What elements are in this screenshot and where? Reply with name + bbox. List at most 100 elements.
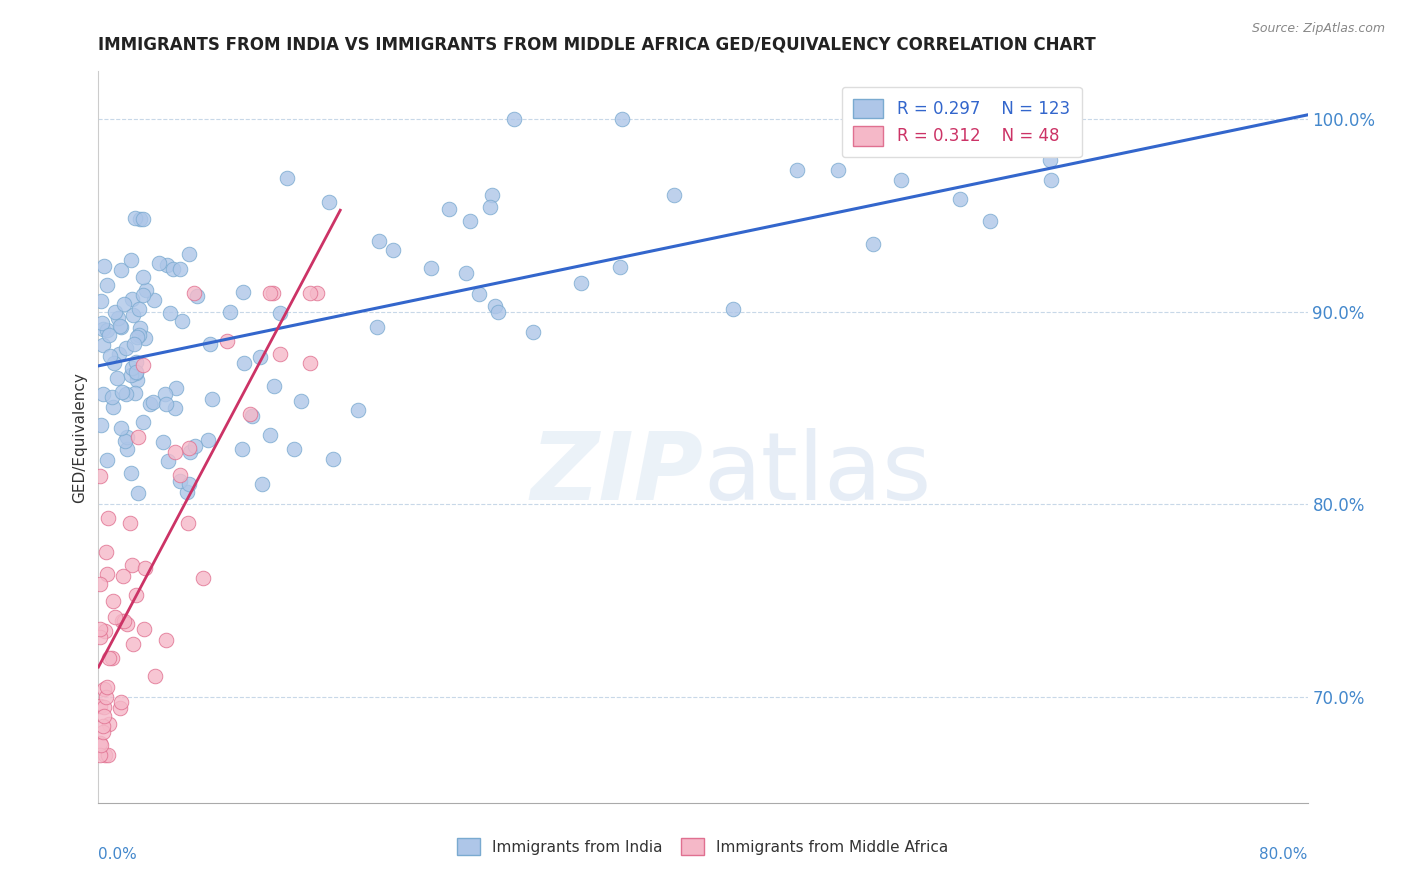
Point (610, 112, 633, 127)
Point (93, 709, 115, 723)
Point (125, 373, 148, 387)
Point (103, 356, 125, 370)
Point (979, 214, 1001, 228)
Point (419, 261, 441, 276)
Point (569, 277, 592, 291)
Point (152, 435, 174, 450)
Point (89, 699, 111, 714)
Point (125, 588, 148, 602)
Point (240, 409, 263, 423)
Point (165, 401, 187, 415)
Point (156, 454, 179, 468)
Point (169, 262, 191, 277)
Point (723, 301, 745, 316)
Point (91, 338, 114, 352)
Point (276, 170, 298, 185)
Point (503, 112, 526, 127)
Point (94, 624, 117, 639)
Point (382, 243, 405, 257)
Point (110, 695, 132, 709)
Point (162, 262, 184, 277)
Point (121, 361, 143, 376)
Point (117, 442, 139, 456)
Point (949, 192, 972, 206)
Point (124, 336, 146, 351)
Point (169, 467, 191, 482)
Point (186, 289, 208, 303)
Point (179, 445, 201, 459)
Point (132, 211, 155, 226)
Point (132, 269, 155, 284)
Point (121, 637, 143, 651)
Point (862, 236, 884, 251)
Point (148, 256, 170, 270)
Point (366, 319, 388, 334)
Point (112, 614, 135, 628)
Point (290, 393, 312, 408)
Point (125, 365, 148, 379)
Point (103, 594, 125, 608)
Point (115, 430, 138, 444)
Point (259, 428, 281, 442)
Point (367, 235, 389, 249)
Point (91, 322, 114, 336)
Point (125, 355, 148, 369)
Point (91, 387, 114, 401)
Point (110, 262, 132, 277)
Point (346, 403, 368, 417)
Point (318, 195, 340, 210)
Point (197, 434, 219, 448)
Point (177, 477, 200, 491)
Point (239, 407, 262, 421)
Point (93, 682, 115, 697)
Point (219, 304, 242, 318)
Point (139, 397, 162, 411)
Point (191, 571, 214, 585)
Text: atlas: atlas (703, 427, 931, 520)
Point (120, 368, 142, 382)
Point (159, 306, 181, 320)
Point (90, 316, 112, 330)
Point (91, 719, 114, 733)
Point (89, 622, 111, 636)
Point (231, 442, 253, 456)
Point (108, 318, 131, 333)
Point (90, 738, 112, 752)
Point (299, 356, 322, 370)
Point (89, 736, 111, 750)
Point (93, 699, 115, 714)
Point (96, 277, 118, 292)
Text: IMMIGRANTS FROM INDIA VS IMMIGRANTS FROM MIDDLE AFRICA GED/EQUIVALENCY CORRELATI: IMMIGRANTS FROM INDIA VS IMMIGRANTS FROM… (98, 36, 1097, 54)
Point (662, 188, 685, 202)
Point (101, 651, 124, 665)
Point (97, 511, 120, 525)
Point (1039, 153, 1062, 168)
Point (135, 283, 157, 297)
Point (177, 441, 200, 455)
Point (201, 392, 224, 407)
Point (110, 319, 132, 334)
Point (115, 387, 138, 401)
Point (322, 451, 344, 466)
Point (259, 285, 281, 300)
Point (128, 301, 150, 316)
Point (101, 400, 124, 414)
Point (98, 716, 121, 731)
Point (127, 486, 149, 500)
Point (121, 558, 143, 572)
Point (142, 293, 165, 307)
Point (117, 617, 139, 632)
Text: Source: ZipAtlas.com: Source: ZipAtlas.com (1251, 22, 1385, 36)
Point (456, 266, 478, 280)
Point (165, 381, 187, 395)
Point (97, 747, 120, 762)
Point (142, 395, 165, 409)
Point (120, 252, 142, 267)
Point (131, 359, 153, 373)
Point (176, 485, 198, 500)
Point (108, 701, 131, 715)
Point (108, 347, 131, 361)
Point (89, 577, 111, 591)
Point (96, 544, 118, 558)
Legend: Immigrants from India, Immigrants from Middle Africa: Immigrants from India, Immigrants from M… (451, 832, 955, 861)
